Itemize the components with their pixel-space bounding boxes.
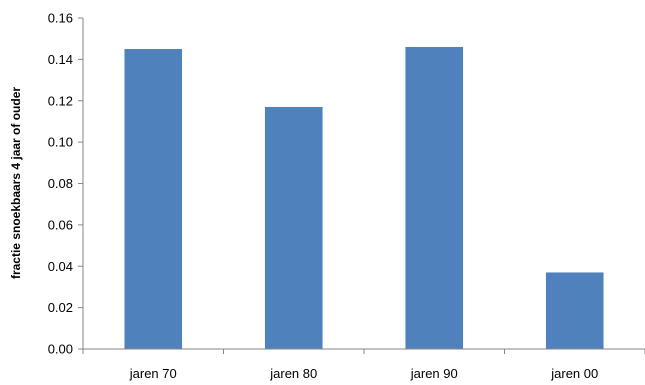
y-tick-label: 0.16 — [48, 11, 73, 26]
y-tick-label: 0.12 — [48, 93, 73, 108]
x-tick-label: jaren 90 — [410, 366, 458, 381]
x-tick-label: jaren 80 — [269, 366, 317, 381]
bar-jaren-00 — [545, 272, 604, 349]
bars — [124, 46, 604, 350]
x-tick-label: jaren 70 — [129, 366, 177, 381]
bar-jaren-90 — [405, 46, 464, 350]
y-tick-label: 0.06 — [48, 217, 73, 232]
bar-jaren-70 — [124, 49, 183, 349]
bar-jaren-80 — [264, 106, 323, 349]
y-tick-label: 0.02 — [48, 300, 73, 315]
y-tick-label: 0.00 — [48, 342, 73, 357]
y-axis-title: fractie snoekbaars 4 jaar of ouder — [9, 87, 23, 279]
y-axis-ticks: 0.00 0.02 0.04 0.06 0.08 0.10 0.12 0.14 0.16 — [48, 11, 83, 357]
x-axis-ticks: jaren 70 jaren 80 jaren 90 jaren 00 — [82, 349, 645, 381]
y-tick-label: 0.08 — [48, 176, 73, 191]
y-tick-label: 0.10 — [48, 135, 73, 150]
y-tick-label: 0.04 — [48, 259, 73, 274]
y-tick-label: 0.14 — [48, 52, 73, 67]
x-tick-label: jaren 00 — [550, 366, 598, 381]
